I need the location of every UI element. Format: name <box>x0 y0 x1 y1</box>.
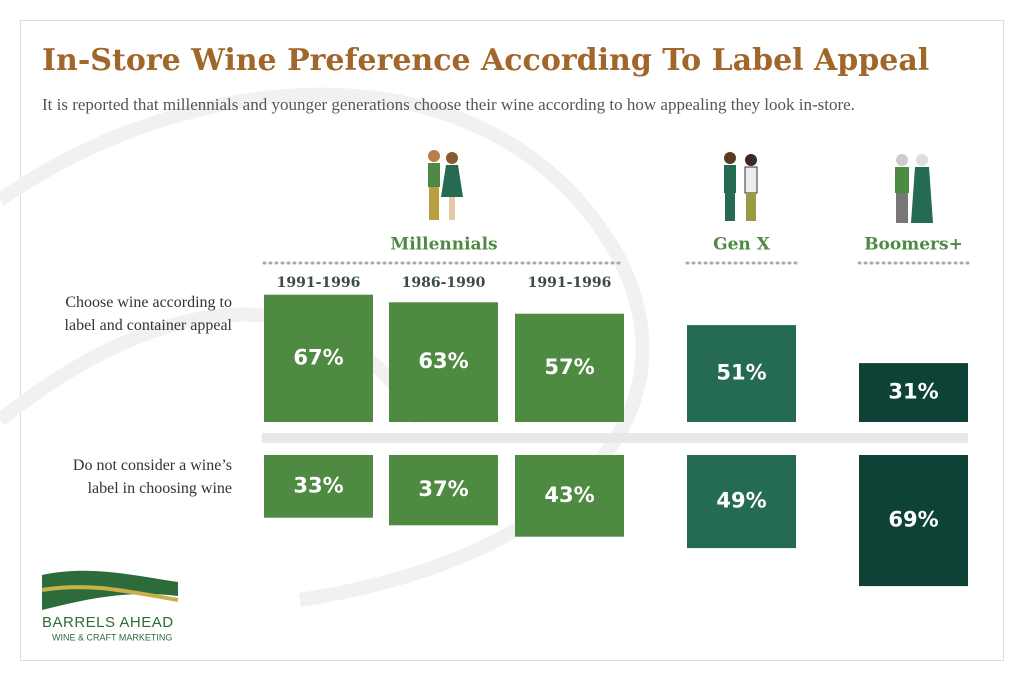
bar <box>687 325 796 422</box>
bar <box>264 455 373 518</box>
x-tick-label: 1991-1996 <box>528 275 612 291</box>
bar <box>687 455 796 549</box>
value-label: 69% <box>888 508 938 532</box>
row-label: Do not consider a wine’s label in choosi… <box>72 457 232 497</box>
value-label: 43% <box>544 483 594 507</box>
bar <box>859 455 968 587</box>
separator <box>262 433 968 443</box>
value-label: 31% <box>888 380 938 404</box>
frame <box>20 20 1004 661</box>
bar <box>389 302 498 422</box>
row-label: Choose wine according to label and conta… <box>64 294 232 334</box>
bar <box>389 455 498 526</box>
logo-tagline: WINE & CRAFT MARKETING <box>52 632 172 642</box>
logo-name: BARRELS AHEAD <box>42 614 174 631</box>
value-label: 57% <box>544 355 594 379</box>
x-tick-label: 1986-1990 <box>402 275 486 291</box>
bar <box>859 363 968 422</box>
value-label: 49% <box>716 489 766 513</box>
value-label: 63% <box>418 349 468 373</box>
chart-title: In-Store Wine Preference According To La… <box>42 43 929 78</box>
group-label: Gen X <box>713 235 771 255</box>
logo-mark <box>41 570 179 610</box>
bar <box>515 313 624 422</box>
value-label: 51% <box>716 361 766 385</box>
value-label: 67% <box>293 345 343 369</box>
value-label: 37% <box>418 477 468 501</box>
subtitle: It is reported that millennials and youn… <box>42 95 855 114</box>
x-tick-label: 1991-1996 <box>277 275 361 291</box>
bar <box>264 294 373 422</box>
bar <box>515 455 624 537</box>
icons <box>428 150 933 223</box>
value-label: 33% <box>293 473 343 497</box>
group-label: Boomers+ <box>864 235 963 255</box>
group-label: Millennials <box>390 235 497 255</box>
